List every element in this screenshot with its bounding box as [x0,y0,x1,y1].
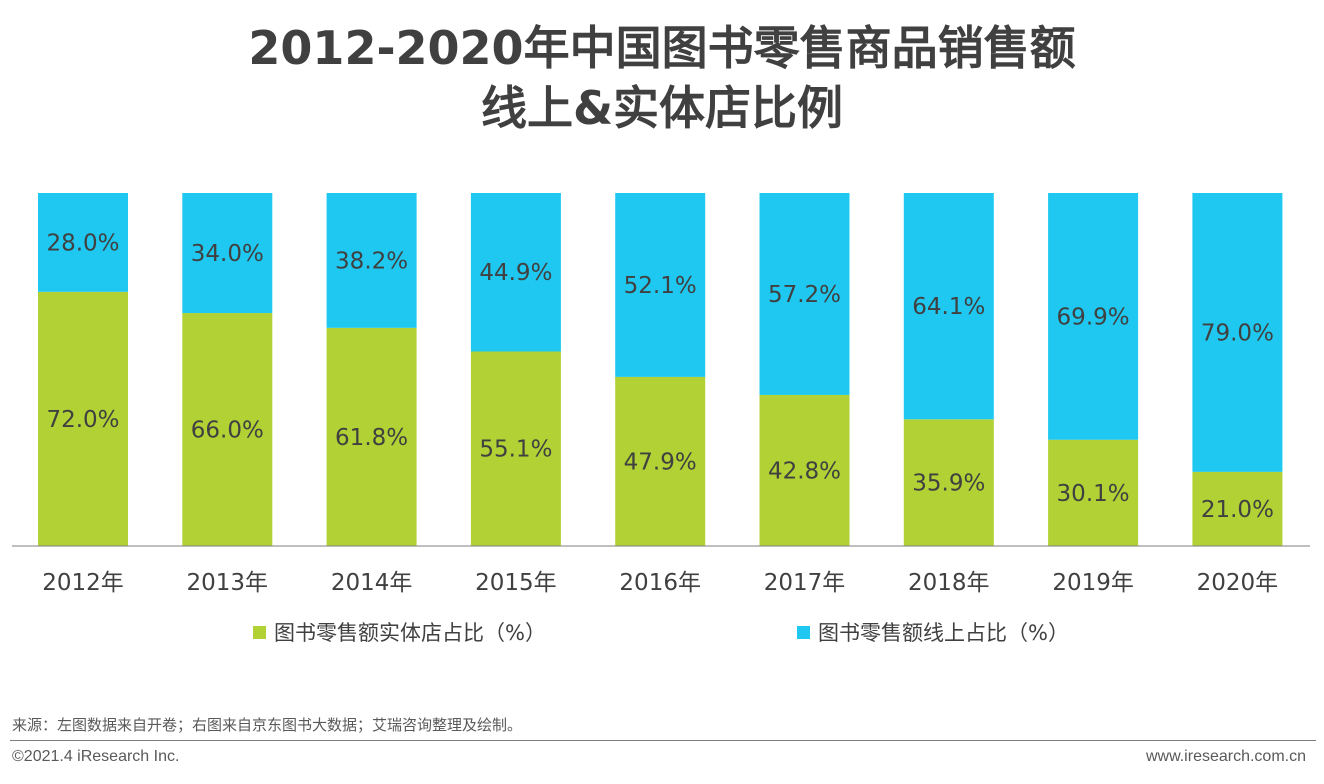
data-label-offline-5: 42.8% [768,458,841,484]
data-label-online-3: 44.9% [479,260,552,286]
x-tick-label-1: 2013年 [187,570,269,596]
bar-online-1 [182,193,273,314]
bar-offline-2 [326,327,417,546]
bar-offline-1 [182,313,273,546]
data-label-offline-4: 47.9% [624,449,697,475]
bar-offline-6 [903,419,994,546]
legend-item-online: 图书零售额线上占比（%） [797,617,1069,647]
bar-offline-4 [615,376,706,546]
bar-offline-3 [470,351,561,546]
data-label-online-7: 69.9% [1057,304,1130,330]
bar-offline-0 [38,291,128,546]
x-tick-label-5: 2017年 [764,570,846,596]
legend-swatch-offline [253,625,266,639]
x-tick-label-3: 2015年 [475,570,557,596]
data-label-online-5: 57.2% [768,282,841,308]
legend-item-offline: 图书零售额实体店占比（%） [253,617,546,647]
legend-swatch-online [797,625,810,639]
data-label-offline-8: 21.0% [1201,497,1274,523]
footer-divider [10,740,1316,741]
data-label-online-1: 34.0% [191,241,264,267]
data-label-online-8: 79.0% [1201,320,1274,346]
legend-label-online: 图书零售额线上占比（%） [818,621,1069,645]
data-label-offline-6: 35.9% [912,471,985,497]
data-label-online-2: 38.2% [335,248,408,274]
chart-title-line1: 2012-2020年中国图书零售商品销售额 [248,21,1076,75]
bar-offline-5 [759,394,850,546]
x-tick-label-8: 2020年 [1197,570,1279,596]
chart-title-line2: 线上&实体店比例 [480,81,844,135]
data-label-online-4: 52.1% [624,273,697,299]
legend-label-offline: 图书零售额实体店占比（%） [274,621,546,645]
data-label-online-6: 64.1% [912,294,985,320]
data-label-offline-1: 66.0% [191,418,264,444]
bar-online-7 [1048,193,1139,440]
bar-offline-7 [1048,439,1139,546]
bar-online-3 [470,193,561,352]
stacked-bar-chart: 28.0% 72.0% 2012年 34.0% 66.0% 2013年 38.2% 61.8%… [12,193,1310,596]
footer-website: www.iresearch.com.cn [1145,748,1306,765]
bar-online-4 [615,193,706,377]
data-label-online-0: 28.0% [46,230,119,256]
bar-online-8 [1192,193,1283,472]
x-tick-label-4: 2016年 [619,570,701,596]
data-label-offline-3: 55.1% [479,437,552,463]
data-label-offline-7: 30.1% [1057,481,1130,507]
data-label-offline-2: 61.8% [335,425,408,451]
bar-online-5 [759,193,850,395]
bar-online-6 [903,193,994,420]
bar-online-0 [38,193,128,292]
footer-copyright: ©2021.4 iResearch Inc. [12,748,180,765]
source-note: 来源：左图数据来自开卷；右图来自京东图书大数据；艾瑞咨询整理及绘制。 [12,716,523,734]
x-tick-label-6: 2018年 [908,570,990,596]
x-tick-label-7: 2019年 [1052,570,1134,596]
bar-offline-8 [1192,471,1283,546]
x-tick-label-2: 2014年 [331,570,413,596]
data-label-offline-0: 72.0% [46,407,119,433]
x-tick-label-0: 2012年 [42,570,124,596]
bar-online-2 [326,193,417,328]
